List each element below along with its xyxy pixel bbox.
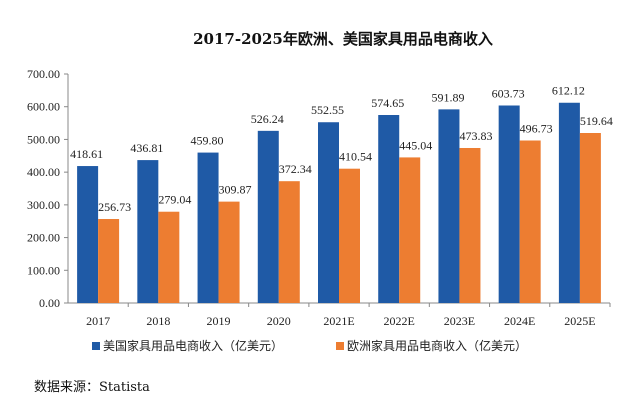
data-label: 309.87 [219,183,252,197]
legend-label: 美国家具用品电商收入（亿美元） [103,338,283,353]
legend-swatch [92,342,100,350]
data-label: 410.54 [339,150,372,164]
x-tick-label: 2017 [86,314,110,328]
bar-europe [278,181,300,303]
bar-usa [378,115,400,303]
data-label: 372.34 [279,162,312,176]
y-tick-label: 500.00 [27,132,60,146]
bar-europe [339,168,360,303]
source-note: 数据来源：Statista [34,380,150,395]
axes: 0.00 100.00 200.00 300.00 400.00 500.00 600.00… [27,67,611,328]
data-label: 574.65 [371,96,404,110]
bar-usa [197,152,219,303]
x-tick-label: 2024E [504,314,535,328]
x-tick-label: 2023E [444,314,475,328]
y-tick-label: 400.00 [27,165,60,179]
bar-usa [498,105,520,303]
data-label: 612.12 [552,84,585,98]
y-tick-label: 100.00 [27,263,60,277]
bar-usa [438,109,460,303]
y-tick-label: 300.00 [27,198,60,212]
data-label: 552.55 [311,103,344,117]
legend: 美国家具用品电商收入（亿美元） 欧洲家具用品电商收入（亿美元） [92,338,527,353]
legend-label: 欧洲家具用品电商收入（亿美元） [347,338,527,353]
data-label: 256.73 [98,200,131,214]
data-label: 519.64 [580,114,613,128]
bar-europe [459,147,481,303]
data-label: 445.04 [399,138,432,152]
data-label: 526.24 [251,112,284,126]
x-tick-label: 2018 [146,314,170,328]
bar-usa [77,166,99,303]
data-label: 603.73 [492,86,525,100]
bar-europe [399,157,421,303]
bar-usa [137,160,159,303]
data-label: 459.80 [191,134,224,148]
x-tick-label: 2019 [207,314,231,328]
x-tick-label: 2025E [564,314,595,328]
data-label: 591.89 [431,90,464,104]
bar-europe [519,140,541,303]
data-label: 496.73 [520,121,553,135]
bars: 418.61 256.73 436.81 279.04 459.80 309.87 526.… [70,84,613,303]
y-tick-label: 200.00 [27,231,60,245]
data-label: 418.61 [70,147,103,161]
legend-swatch [336,342,344,350]
bar-usa [558,102,580,303]
data-label: 473.83 [459,129,492,143]
chart-title: 2017-2025年欧洲、美国家具用品电商收入 [193,30,493,48]
bar-europe [158,211,180,303]
bar-europe [579,133,601,303]
y-tick-label: 600.00 [27,100,60,114]
y-tick-label: 700.00 [27,67,60,81]
data-label: 436.81 [130,141,163,155]
x-tick-label: 2022E [384,314,415,328]
bar-europe [218,201,240,303]
bar-usa [318,122,339,303]
bar-europe [98,219,120,303]
bar-usa [257,130,279,303]
x-tick-label: 2021E [323,314,354,328]
data-label: 279.04 [158,193,191,207]
x-tick-label: 2020 [267,314,291,328]
y-tick-label: 0.00 [39,296,60,310]
